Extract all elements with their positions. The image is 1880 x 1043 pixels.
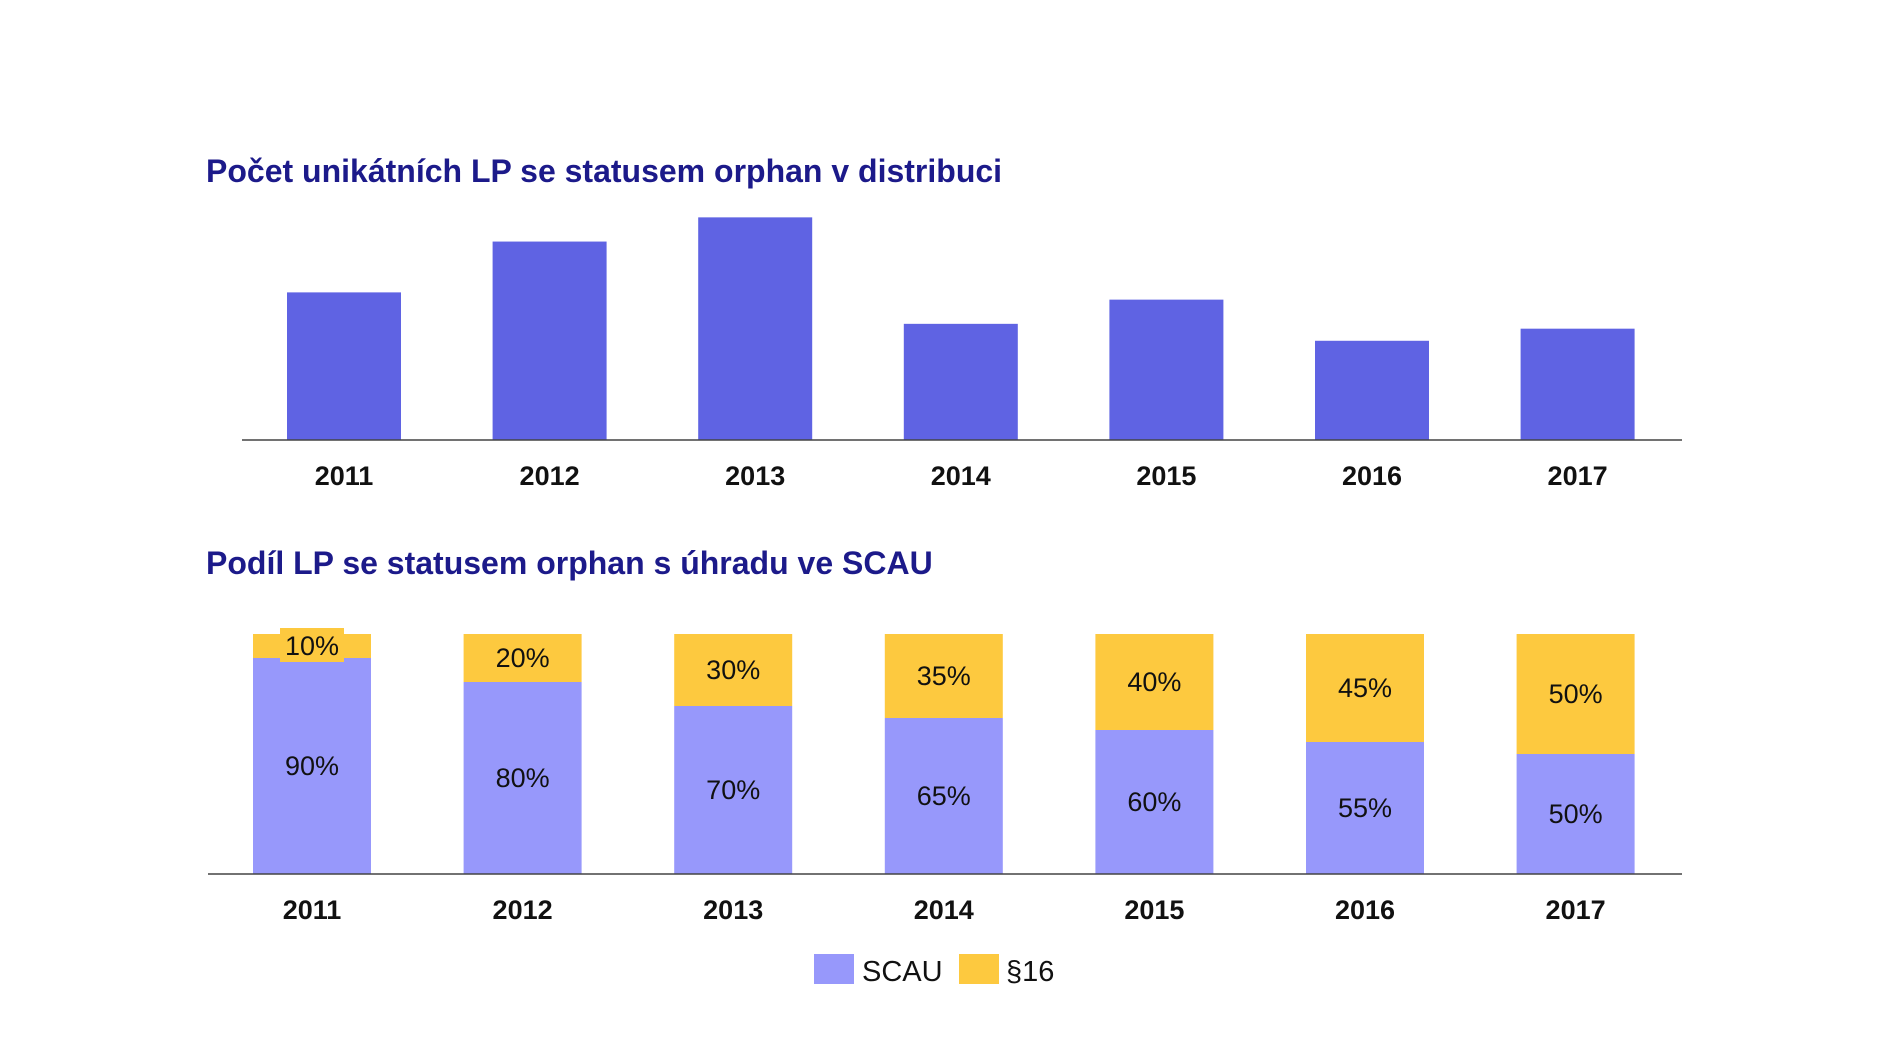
chart1-bar-2015 bbox=[1109, 299, 1224, 440]
chart2-bar-scau-2016 bbox=[1306, 742, 1424, 874]
chart1-x-tick-2013: 2013 bbox=[725, 461, 785, 491]
chart1-bar-2016 bbox=[1315, 340, 1429, 440]
chart2-data-label-par16-2016: 45% bbox=[1338, 673, 1392, 703]
chart1-x-ticks: 2011 2012 2013 2014 2015 2016 2017 bbox=[315, 461, 1608, 491]
chart2-data-label-scau-2016: 55% bbox=[1338, 793, 1392, 823]
chart1-bars bbox=[287, 217, 1635, 440]
chart-share-scau: Podíl LP se statusem orphan s úhradu ve … bbox=[206, 545, 1682, 925]
chart2-label-badge-2011 bbox=[280, 628, 344, 662]
chart2-data-label-par16-2014: 35% bbox=[917, 661, 971, 691]
chart2-legend: SCAU §16 bbox=[814, 954, 1054, 988]
chart1-x-tick-2014: 2014 bbox=[931, 461, 991, 491]
chart2-bar-par16-2016 bbox=[1306, 634, 1424, 742]
chart2-data-label-scau-2011: 90% bbox=[285, 751, 339, 781]
chart1-bar-2017 bbox=[1520, 328, 1635, 440]
legend-item-scau: SCAU bbox=[814, 954, 943, 988]
chart2-data-label-par16-2013: 30% bbox=[706, 655, 760, 685]
legend-label-par16: §16 bbox=[1006, 956, 1054, 988]
chart2-x-tick-2016: 2016 bbox=[1335, 895, 1395, 925]
chart2-x-ticks: 2011 2012 2013 2014 2015 2016 2017 bbox=[283, 895, 1606, 925]
legend-swatch-par16 bbox=[959, 954, 999, 984]
chart2-bars: 90% 10% 80% 20% 70% 30% 65% 35% 60% 40% 55% 45% 50% 5… bbox=[253, 628, 1635, 874]
chart1-x-tick-2017: 2017 bbox=[1548, 461, 1608, 491]
chart1-x-tick-2012: 2012 bbox=[520, 461, 580, 491]
chart2-data-label-par16-2017: 50% bbox=[1549, 679, 1603, 709]
legend-label-scau: SCAU bbox=[862, 956, 943, 988]
chart2-data-label-par16-2012: 20% bbox=[496, 643, 550, 673]
chart2-bar-par16-2013 bbox=[674, 634, 793, 706]
chart2-bar-par16-2017 bbox=[1516, 634, 1635, 754]
chart2-x-tick-2011: 2011 bbox=[283, 895, 342, 925]
chart2-x-tick-2012: 2012 bbox=[493, 895, 553, 925]
chart1-x-tick-2016: 2016 bbox=[1342, 461, 1402, 491]
chart1-title: Počet unikátních LP se statusem orphan v… bbox=[206, 153, 1002, 189]
chart1-x-tick-2015: 2015 bbox=[1136, 461, 1196, 491]
chart-count-orphan: Počet unikátních LP se statusem orphan v… bbox=[206, 153, 1682, 491]
chart2-data-label-scau-2014: 65% bbox=[917, 781, 971, 811]
chart2-x-tick-2015: 2015 bbox=[1124, 895, 1184, 925]
chart2-data-label-scau-2013: 70% bbox=[706, 775, 760, 805]
chart2-data-label-par16-2011: 10% bbox=[285, 631, 339, 661]
chart1-bar-2013 bbox=[698, 217, 813, 440]
chart2-title: Podíl LP se statusem orphan s úhradu ve … bbox=[206, 545, 933, 581]
chart2-bar-scau-2013 bbox=[674, 706, 793, 874]
chart2-x-tick-2017: 2017 bbox=[1546, 895, 1606, 925]
chart2-data-label-scau-2012: 80% bbox=[496, 763, 550, 793]
chart2-bar-scau-2012 bbox=[463, 682, 582, 874]
chart2-x-tick-2013: 2013 bbox=[703, 895, 763, 925]
chart2-data-label-scau-2015: 60% bbox=[1127, 787, 1181, 817]
chart2-bar-scau-2015 bbox=[1095, 730, 1214, 874]
chart1-bar-2014 bbox=[903, 323, 1018, 440]
chart2-bar-scau-2014 bbox=[884, 718, 1003, 874]
legend-item-par16: §16 bbox=[959, 954, 1054, 988]
chart1-x-tick-2011: 2011 bbox=[315, 461, 374, 491]
chart2-data-label-scau-2017: 50% bbox=[1549, 799, 1603, 829]
chart2-x-tick-2014: 2014 bbox=[914, 895, 974, 925]
chart2-bar-scau-2011 bbox=[253, 658, 371, 874]
chart2-bar-scau-2017 bbox=[1516, 754, 1635, 874]
legend-swatch-scau bbox=[814, 954, 854, 984]
chart2-bar-par16-2012 bbox=[463, 634, 582, 682]
chart2-bar-par16-2014 bbox=[884, 634, 1003, 718]
chart2-data-label-par16-2015: 40% bbox=[1127, 667, 1181, 697]
chart1-bar-2011 bbox=[287, 292, 401, 440]
chart2-bar-par16-2015 bbox=[1095, 634, 1214, 730]
chart1-bar-2012 bbox=[492, 241, 607, 440]
